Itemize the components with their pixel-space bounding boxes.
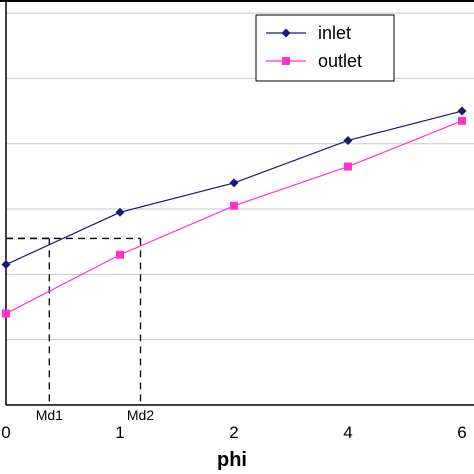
data-point — [343, 135, 353, 145]
data-point — [115, 207, 125, 217]
reference-lines — [6, 237, 142, 405]
data-point — [116, 250, 124, 259]
data-point — [230, 201, 238, 210]
legend-marker-inlet — [281, 28, 291, 38]
data-point — [344, 162, 352, 171]
legend: inlet outlet — [255, 14, 395, 82]
data-point — [1, 260, 11, 270]
x-tick-label: 0 — [1, 423, 10, 442]
data-point — [229, 178, 239, 188]
legend-label-inlet: inlet — [318, 23, 351, 43]
x-tick-label: 6 — [457, 423, 466, 442]
gridlines — [6, 12, 474, 341]
series-inlet — [1, 106, 467, 270]
annotation-label-md1: Md1 — [36, 407, 63, 423]
series-outlet — [2, 116, 466, 318]
x-tick-label: 2 — [229, 423, 238, 442]
data-point — [458, 116, 466, 125]
series-layer — [1, 106, 467, 318]
annotation-labels: Md1 Md2 — [36, 407, 155, 423]
legend-box — [255, 14, 395, 82]
data-point — [2, 309, 10, 318]
x-axis-label: phi — [217, 449, 247, 471]
annotation-label-md2: Md2 — [127, 407, 154, 423]
legend-label-outlet: outlet — [318, 51, 362, 71]
data-point — [457, 106, 467, 116]
x-tick-labels: 0 1 2 4 6 — [1, 423, 466, 442]
x-tick-label: 1 — [115, 423, 124, 442]
legend-marker-outlet — [282, 57, 290, 65]
x-tick-label: 4 — [343, 423, 352, 442]
